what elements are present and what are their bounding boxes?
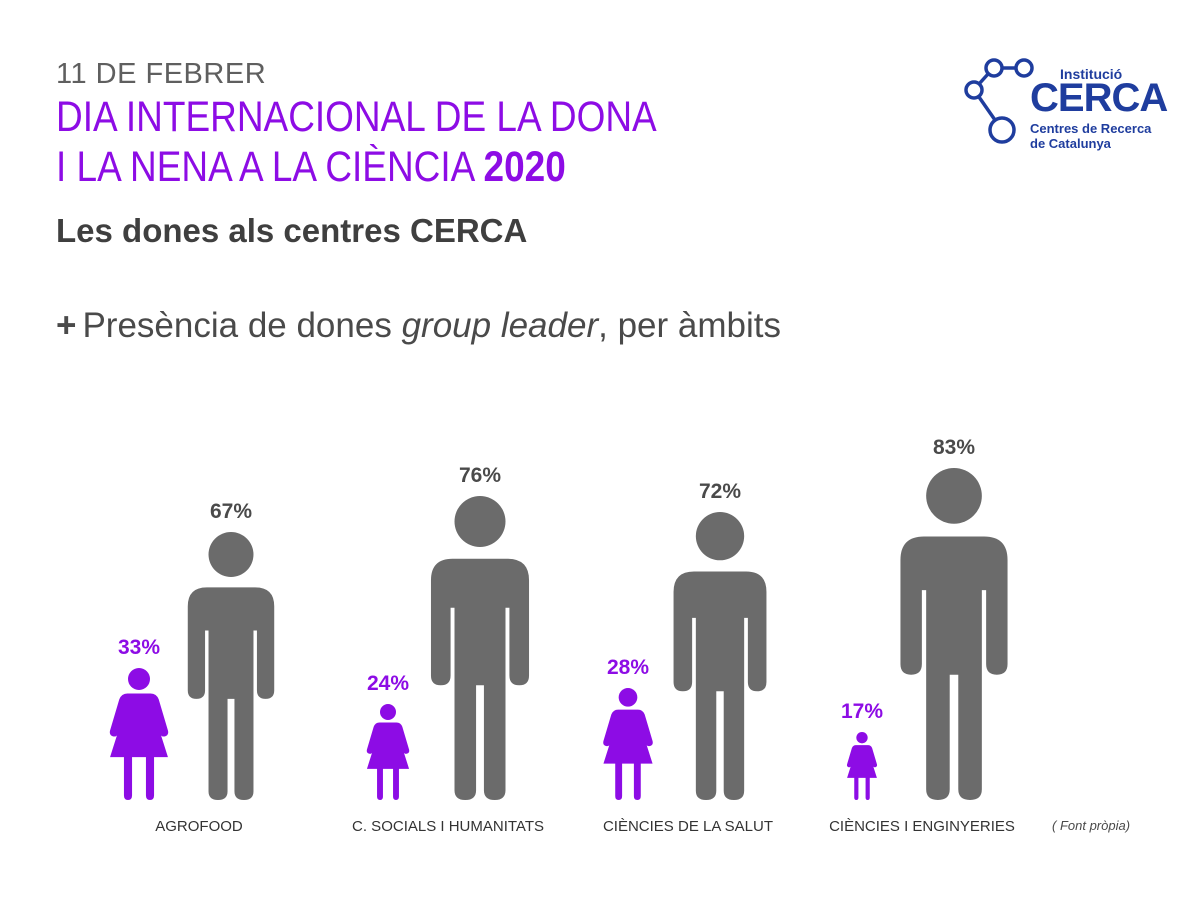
women-value-label-3: 28% <box>607 656 649 679</box>
category-label-2: C. SOCIALS I HUMANITATS <box>352 818 544 835</box>
logo-node-right <box>1014 58 1034 78</box>
page-title: DIA INTERNACIONAL DE LA DONA I LA NENA A… <box>56 92 657 192</box>
men-value-label-4: 83% <box>933 436 975 459</box>
section-text-before: Presència de dones <box>82 306 392 345</box>
man-icon-4 <box>900 468 1008 800</box>
men-value-label-2: 76% <box>459 464 501 487</box>
logo-link-1 <box>977 96 997 121</box>
woman-icon-2 <box>366 704 410 800</box>
woman-icon-1 <box>109 668 169 800</box>
category-label-1: AGROFOOD <box>155 818 243 835</box>
section-heading: + Presència de dones group leader, per àm… <box>56 306 781 346</box>
women-value-label-4: 17% <box>841 700 883 723</box>
logo-subtitle: Centres de Recerca de Catalunya <box>1030 121 1151 151</box>
man-icon-3 <box>673 512 767 800</box>
page-subtitle: Les dones als centres CERCA <box>56 212 528 249</box>
man-icon-2 <box>430 496 530 800</box>
woman-icon-3 <box>603 688 653 800</box>
woman-icon-4 <box>846 732 878 800</box>
title-line-1: DIA INTERNACIONAL DE LA DONA <box>56 93 657 141</box>
title-line-2: I LA NENA A LA CIÈNCIA 2020 <box>56 142 657 192</box>
logo-link-2 <box>977 72 990 86</box>
women-value-label-2: 24% <box>367 672 409 695</box>
section-text-italic: group leader <box>401 306 599 345</box>
title-year: 2020 <box>483 143 566 191</box>
man-icon-1 <box>187 532 275 800</box>
group-leader-chart: 33% 67% AGROFOOD 24% 76% C. SOCIALS I HUMANIT… <box>109 436 1015 835</box>
title-line-2-text: I LA NENA A LA CIÈNCIA <box>56 143 474 191</box>
women-value-label-1: 33% <box>118 636 160 659</box>
section-text-after: , per àmbits <box>598 306 781 345</box>
logo-node-big <box>988 116 1016 144</box>
plus-icon: + <box>56 306 77 345</box>
cerca-logo-icon <box>964 58 1034 144</box>
category-label-3: CIÈNCIES DE LA SALUT <box>603 818 773 835</box>
logo-subtitle-line-2: de Catalunya <box>1030 136 1111 151</box>
logo-cerca: CERCA <box>1030 76 1168 120</box>
logo-node-top <box>984 58 1004 78</box>
logo-institucio: Institució <box>1060 66 1123 82</box>
logo-node-left <box>964 80 984 100</box>
men-value-label-1: 67% <box>210 500 252 523</box>
category-label-4: CIÈNCIES I ENGINYERIES <box>829 818 1015 835</box>
logo-subtitle-line-1: Centres de Recerca <box>1030 121 1152 136</box>
men-value-label-3: 72% <box>699 480 741 503</box>
source-note: ( Font pròpia) <box>1052 818 1131 833</box>
date-label: 11 DE FEBRER <box>56 58 267 90</box>
